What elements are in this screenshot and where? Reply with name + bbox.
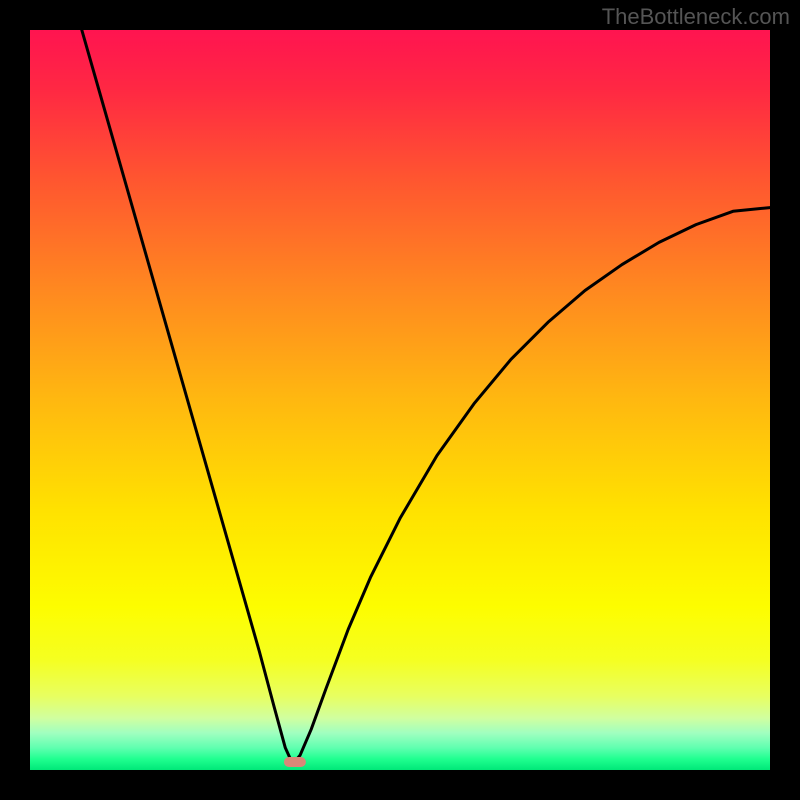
chart-container: TheBottleneck.com	[0, 0, 800, 800]
plot-background	[30, 30, 770, 770]
watermark-text: TheBottleneck.com	[602, 4, 790, 30]
bottleneck-chart	[0, 0, 800, 800]
optimal-marker	[284, 757, 306, 767]
